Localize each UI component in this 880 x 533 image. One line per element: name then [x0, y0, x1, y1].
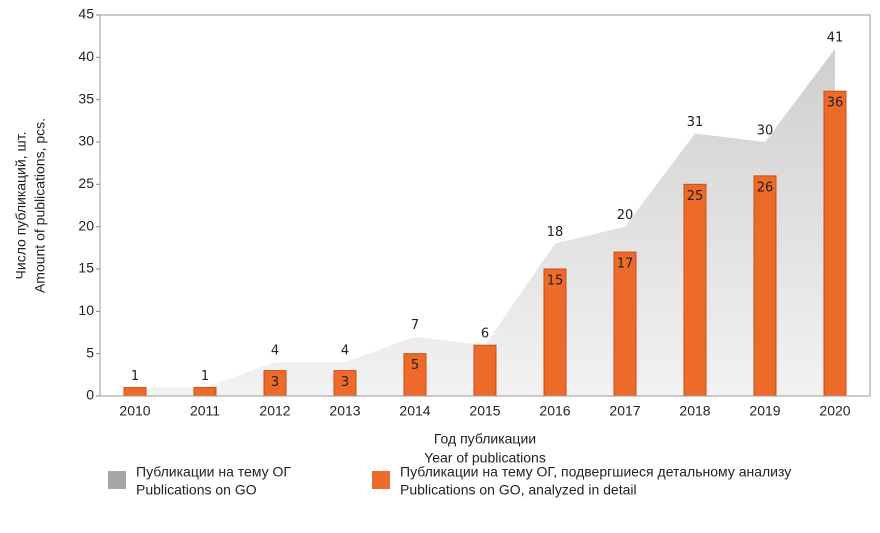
data-label: 5: [411, 358, 419, 373]
x-tick-label: 2020: [819, 403, 850, 419]
x-tick-label: 2011: [190, 403, 220, 419]
data-label: 31: [687, 115, 704, 130]
x-tick-label: 2019: [749, 403, 780, 419]
bar: [123, 387, 147, 397]
y-tick-label: 10: [78, 302, 94, 318]
data-label: 3: [341, 375, 349, 390]
bar: [613, 251, 637, 397]
data-label: 1: [201, 369, 209, 384]
y-tick-label: 45: [78, 6, 94, 22]
y-tick-label: 0: [86, 387, 94, 403]
data-label: 1: [131, 369, 139, 384]
bar: [193, 387, 217, 397]
x-tick-label: 2012: [259, 403, 290, 419]
x-tick-label: 2010: [119, 403, 150, 419]
x-tick-label: 2013: [329, 403, 360, 419]
data-label: 6: [481, 327, 489, 342]
legend-label: Publications on GO, analyzed in detail: [400, 482, 637, 498]
x-tick-label: 2015: [469, 403, 500, 419]
data-label: 15: [547, 274, 564, 289]
y-axis-label: Amount of publications, pcs.: [32, 118, 48, 293]
x-tick-label: 2016: [539, 403, 570, 419]
bar: [823, 90, 847, 397]
plot-frame: [99, 14, 871, 397]
y-tick-label: 5: [86, 344, 94, 360]
data-label: 3: [271, 375, 279, 390]
y-axis-label: Число публикаций, шт.: [13, 132, 29, 280]
data-label: 18: [547, 225, 564, 240]
bar: [753, 175, 777, 397]
data-label: 4: [271, 344, 279, 359]
legend-label: Публикации на тему ОГ: [136, 464, 291, 480]
bar: [473, 344, 497, 397]
x-tick-label: 2018: [679, 403, 710, 419]
data-label: 7: [411, 318, 419, 333]
y-tick-label: 20: [78, 217, 94, 233]
data-label: 4: [341, 344, 349, 359]
data-label: 36: [827, 96, 844, 111]
y-tick-label: 30: [78, 133, 94, 149]
x-tick-label: 2014: [399, 403, 430, 419]
y-tick-label: 15: [78, 260, 94, 276]
x-tick-label: 2017: [609, 403, 640, 419]
data-label: 25: [687, 189, 704, 204]
legend-swatch: [108, 471, 126, 489]
area: [135, 48, 835, 396]
data-label: 26: [757, 180, 774, 195]
data-label: 30: [757, 124, 774, 139]
data-label: 20: [617, 208, 634, 223]
legend-label: Publications on GO: [136, 482, 257, 498]
y-tick-label: 35: [78, 90, 94, 106]
x-axis-label: Year of publications: [424, 450, 546, 466]
data-label: 41: [827, 30, 844, 45]
x-axis-label: Год публикации: [434, 431, 536, 447]
legend-swatch: [372, 471, 390, 489]
legend-label: Публикации на тему ОГ, подвергшиеся дета…: [400, 464, 791, 480]
bar: [683, 183, 707, 397]
y-tick-label: 40: [78, 48, 94, 64]
data-label: 17: [617, 257, 634, 272]
y-tick-label: 25: [78, 175, 94, 191]
